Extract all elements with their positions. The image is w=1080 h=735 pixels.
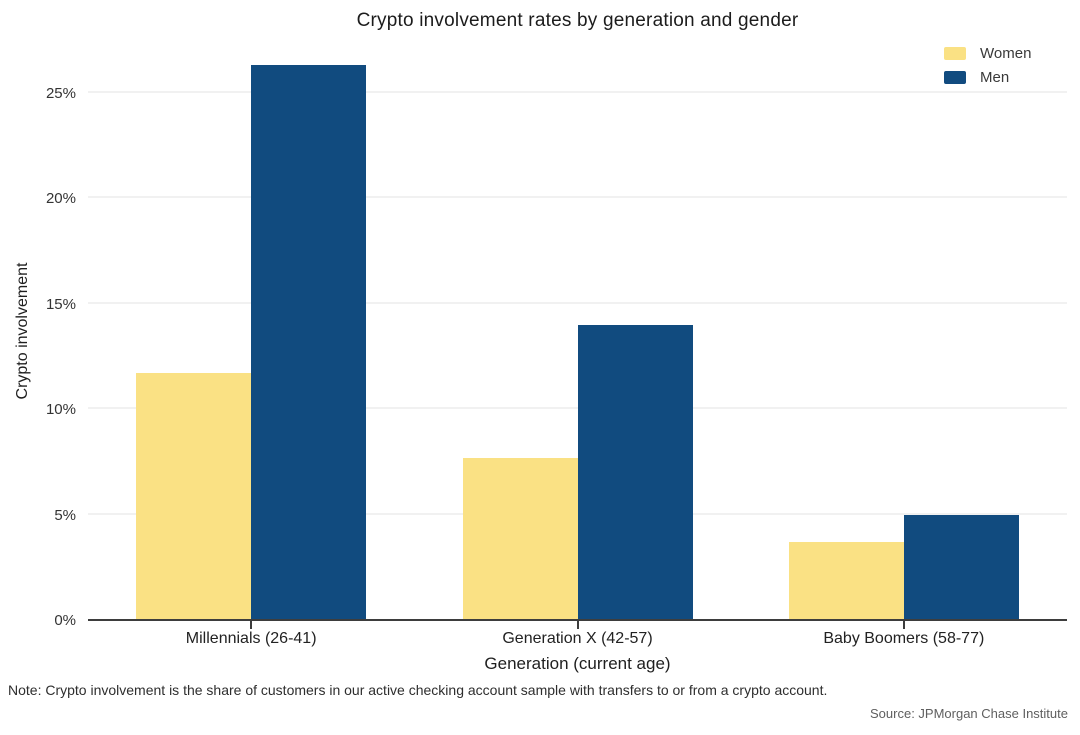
x-tick-1 [250, 621, 253, 629]
gridline-25% [88, 90, 1067, 93]
x-category-label-1: Millennials (26-41) [185, 630, 317, 647]
x-axis-line [88, 619, 1067, 621]
bar-women-3 [788, 541, 904, 620]
y-tick-label-5%: 5% [54, 506, 76, 524]
gridline-15% [88, 301, 1067, 304]
plot-area: 0% 5% 10% 15% 20% 25% Millennials (26-41) Gener… [46, 40, 1067, 647]
x-tick-2 [576, 621, 579, 629]
legend-label-men: Men [980, 68, 1010, 86]
bar-women-2 [462, 457, 578, 620]
x-category-label-2: Generation X (42-57) [502, 630, 653, 647]
y-tick-label-10%: 10% [45, 401, 76, 419]
legend-item-women: Women [944, 41, 1031, 65]
x-tick-3 [902, 621, 905, 629]
legend-item-men: Men [944, 65, 1031, 89]
legend-swatch-women-icon [944, 46, 966, 60]
y-tick-label-15%: 15% [45, 295, 76, 313]
legend-label-women: Women [980, 44, 1032, 62]
chart-footnote: Note: Crypto involvement is the share of… [8, 682, 828, 698]
chart-source: Source: JPMorgan Chase Institute [870, 706, 1068, 721]
legend: Women Men [944, 41, 1031, 89]
bar-men-3 [903, 514, 1019, 620]
bar-women-1 [136, 373, 252, 620]
y-axis-title: Crypto involvement [14, 262, 31, 400]
y-tick-label-0%: 0% [54, 612, 76, 629]
bar-men-2 [577, 324, 693, 620]
y-tick-label-20%: 20% [45, 190, 76, 208]
y-tick-label-25%: 25% [45, 84, 76, 102]
x-category-label-3: Baby Boomers (58-77) [823, 630, 985, 647]
bar-men-1 [251, 65, 367, 620]
legend-swatch-men-icon [944, 70, 966, 84]
x-axis-title: Generation (current age) [484, 654, 671, 673]
gridline-20% [88, 196, 1067, 199]
chart-title: Crypto involvement rates by generation a… [356, 10, 799, 31]
